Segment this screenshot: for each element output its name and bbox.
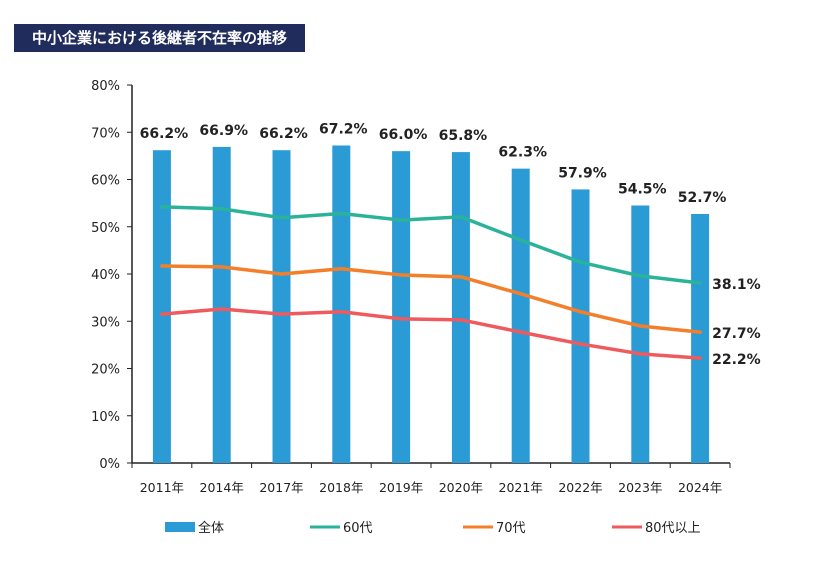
x-tick-label: 2014年	[200, 480, 244, 495]
x-tick-label: 2024年	[678, 480, 722, 495]
bar	[332, 145, 351, 464]
bar	[212, 146, 231, 463]
y-tick-label: 70%	[91, 126, 120, 141]
legend-label: 70代	[496, 521, 526, 536]
bar-data-label: 67.2%	[319, 121, 368, 137]
y-tick-label: 10%	[91, 410, 120, 425]
bar-data-label: 66.2%	[140, 126, 189, 142]
y-tick-label: 20%	[91, 363, 120, 378]
bar	[571, 189, 590, 464]
bar-data-label: 54.5%	[618, 181, 667, 197]
series-line	[160, 205, 702, 285]
x-tick-label: 2020年	[439, 480, 483, 495]
x-tick-label: 2022年	[558, 480, 602, 495]
y-tick-label: 30%	[91, 315, 120, 330]
legend-label: 60代	[343, 521, 373, 536]
legend-swatch	[165, 522, 195, 532]
bar	[392, 151, 411, 463]
bar	[631, 205, 650, 464]
y-tick-label: 80%	[91, 79, 120, 94]
y-tick-label: 40%	[91, 268, 120, 283]
y-tick-label: 50%	[91, 221, 120, 236]
x-tick-label: 2011年	[140, 480, 184, 495]
bar	[511, 168, 530, 463]
y-tick-label: 60%	[91, 174, 120, 189]
series-line	[160, 307, 702, 360]
line-end-label: 27.7%	[712, 326, 761, 342]
bar	[451, 152, 470, 463]
line-end-label: 38.1%	[712, 277, 761, 293]
line-end-label: 22.2%	[712, 352, 761, 368]
bar-data-label: 62.3%	[498, 145, 547, 161]
bar-data-label: 66.2%	[259, 126, 308, 142]
bar	[691, 213, 710, 463]
bar-data-label: 52.7%	[678, 190, 727, 206]
series-line	[160, 264, 702, 334]
legend-label: 全体	[198, 520, 224, 536]
chart-title: 中小企業における後継者不在率の推移	[14, 24, 306, 52]
bar	[272, 150, 291, 463]
x-tick-label: 2019年	[379, 480, 423, 495]
legend-label: 80代以上	[645, 521, 701, 536]
x-tick-label: 2017年	[259, 480, 303, 495]
bar-data-label: 65.8%	[439, 128, 488, 144]
x-tick-label: 2023年	[618, 480, 662, 495]
bar-data-label: 66.9%	[199, 123, 248, 139]
y-tick-label: 0%	[99, 457, 120, 472]
bar-data-label: 57.9%	[558, 165, 607, 181]
x-tick-label: 2021年	[499, 480, 543, 495]
bar	[152, 150, 171, 463]
x-tick-label: 2018年	[319, 480, 363, 495]
bar-data-label: 66.0%	[379, 127, 428, 143]
